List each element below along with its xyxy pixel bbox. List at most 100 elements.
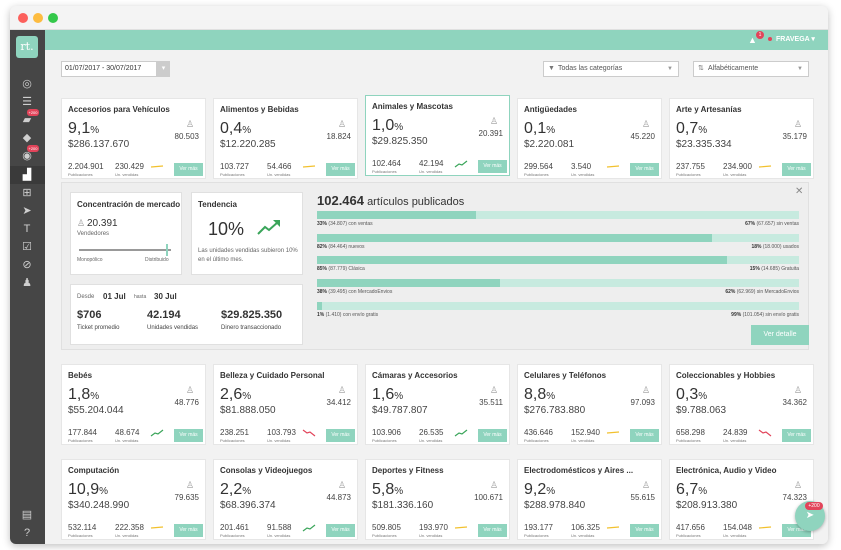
card-percentage: 1,0% <box>372 117 403 135</box>
bell-icon[interactable]: ▲ <box>748 35 757 45</box>
percent-sign: % <box>90 125 100 136</box>
ver-mas-button[interactable]: Ver más <box>478 160 507 173</box>
trend-flat-icon <box>606 431 620 434</box>
close-icon[interactable]: ✕ <box>795 186 804 197</box>
bar-chart-icon[interactable]: ▟ <box>22 169 32 181</box>
category-card[interactable]: Deportes y Fitness 5,8% $181.336.160 ♙ 100.6… <box>365 459 510 540</box>
stat-money-label: Dinero transaccionado <box>221 325 282 331</box>
card-title: Accesorios para Vehículos <box>68 105 170 114</box>
book-icon[interactable]: ▤ <box>21 509 33 521</box>
chat-icon[interactable]: ▰ <box>22 114 32 126</box>
category-card[interactable]: Electrónica, Audio y Video 6,7% $208.913.3… <box>669 459 814 540</box>
card-units-label: Un. vendidas <box>419 533 443 538</box>
sort-select[interactable]: ⇅ Alfabéticamente ▼ <box>693 61 809 77</box>
ver-mas-button[interactable]: Ver más <box>174 163 203 176</box>
share-left-pct: 82% <box>317 244 328 250</box>
period-from: 01 Jul <box>103 292 126 301</box>
category-card[interactable]: Celulares y Teléfonos 8,8% $276.783.880 ♙ 97… <box>517 364 662 445</box>
close-window-button[interactable] <box>18 13 28 23</box>
card-percentage-value: 0,4 <box>220 120 243 137</box>
percent-sign: % <box>546 486 556 497</box>
cart-icon[interactable]: ⊞ <box>22 187 32 199</box>
ver-mas-button[interactable]: Ver más <box>326 524 355 537</box>
card-percentage: 0,3% <box>676 386 707 404</box>
ver-detalle-button[interactable]: Ver detalle <box>751 325 809 345</box>
card-units-label: Un. vendidas <box>115 172 139 177</box>
category-select[interactable]: ▼ Todas las categorías ▼ <box>543 61 679 77</box>
minimize-window-button[interactable] <box>33 13 43 23</box>
stat-ticket-value: $706 <box>77 309 102 321</box>
share-bar-right-label: 62% (62.969) sin MercadoEnvios <box>725 289 799 295</box>
card-units-sold: 154.048 <box>723 523 752 532</box>
user-icon: ♙ <box>793 385 803 395</box>
ver-mas-button[interactable]: Ver más <box>630 429 659 442</box>
card-publications-label: Publicaciones <box>524 533 549 538</box>
percent-sign: % <box>90 391 100 402</box>
category-card[interactable]: Electrodomésticos y Aires ... 9,2% $288.97… <box>517 459 662 540</box>
category-card[interactable]: Bebés 1,8% $55.204.044 ♙ 48.776 177.844 48.674… <box>61 364 206 445</box>
users-icon[interactable]: ♟ <box>22 277 32 289</box>
share-right-pct: 15% <box>749 266 760 272</box>
user-menu[interactable]: FRAVEGA ▾ <box>768 35 815 43</box>
ver-mas-button[interactable]: Ver más <box>326 163 355 176</box>
block-icon[interactable]: ⊘ <box>22 259 32 271</box>
card-publications: 436.646 <box>524 428 553 437</box>
tag-icon[interactable]: ◆ <box>22 132 32 144</box>
card-percentage-value: 2,6 <box>220 386 243 403</box>
category-card[interactable]: Animales y Mascotas 1,0% $29.825.350 ♙ 20.39… <box>365 95 510 176</box>
card-percentage: 8,8% <box>524 386 555 404</box>
ver-mas-button[interactable]: Ver más <box>630 163 659 176</box>
text-icon[interactable]: T <box>23 223 31 235</box>
ver-mas-button[interactable]: Ver más <box>782 429 811 442</box>
trend-flat-icon <box>302 165 316 168</box>
card-units-sold: 3.540 <box>571 162 592 171</box>
card-money: $55.204.044 <box>68 405 124 416</box>
category-card[interactable]: Computación 10,9% $340.248.990 ♙ 79.635 532.1… <box>61 459 206 540</box>
period-hasta-label: hasta <box>134 294 147 300</box>
category-card[interactable]: Belleza y Cuidado Personal 2,6% $81.888.05… <box>213 364 358 445</box>
maximize-window-button[interactable] <box>48 13 58 23</box>
category-card[interactable]: Cámaras y Accesorios 1,6% $49.787.807 ♙ 35.5… <box>365 364 510 445</box>
category-card[interactable]: Alimentos y Bebidas 0,4% $12.220.285 ♙ 18.82… <box>213 98 358 179</box>
card-publications-label: Publicaciones <box>372 533 397 538</box>
ver-mas-button[interactable]: Ver más <box>782 163 811 176</box>
app-logo[interactable]: rt. <box>16 36 38 58</box>
category-card[interactable]: Antigüedades 0,1% $2.220.081 ♙ 45.220 299.564… <box>517 98 662 179</box>
card-sellers: 18.824 <box>326 132 351 141</box>
globe-icon[interactable]: ◎ <box>22 78 32 90</box>
articles-count: 102.464 <box>317 193 364 208</box>
ver-mas-button[interactable]: Ver más <box>630 524 659 537</box>
eye-icon[interactable]: ◉ <box>22 150 32 162</box>
ver-mas-button[interactable]: Ver más <box>174 524 203 537</box>
period-desde-label: Desde <box>77 294 95 300</box>
category-card[interactable]: Accesorios para Vehículos 9,1% $286.137.67… <box>61 98 206 179</box>
date-range-input[interactable]: 01/07/2017 - 30/07/2017 <box>61 61 157 77</box>
card-percentage: 1,8% <box>68 386 99 404</box>
card-units-sold: 230.429 <box>115 162 144 171</box>
chevron-down-icon: ▼ <box>797 66 803 72</box>
checkbox-icon[interactable]: ☑ <box>22 241 32 253</box>
card-sellers: 80.503 <box>174 132 199 141</box>
card-title: Celulares y Teléfonos <box>524 371 607 380</box>
ver-mas-button[interactable]: Ver más <box>326 429 355 442</box>
ver-mas-button[interactable]: Ver más <box>174 429 203 442</box>
category-card[interactable]: Arte y Artesanías 0,7% $23.335.334 ♙ 35.179 2… <box>669 98 814 179</box>
card-title: Cámaras y Accesorios <box>372 371 458 380</box>
card-units-sold: 42.194 <box>419 159 444 168</box>
help-icon[interactable]: ? <box>23 527 31 539</box>
category-card[interactable]: Coleccionables y Hobbies 0,3% $9.788.063 ♙ 3… <box>669 364 814 445</box>
category-card[interactable]: Consolas y Videojuegos 2,2% $68.396.374 ♙ 44… <box>213 459 358 540</box>
card-publications: 237.755 <box>676 162 705 171</box>
send-icon[interactable]: ➤ <box>22 205 32 217</box>
ver-mas-button[interactable]: Ver más <box>478 524 507 537</box>
card-percentage-value: 1,8 <box>68 386 91 403</box>
ver-mas-button[interactable]: Ver más <box>478 429 507 442</box>
percent-sign: % <box>698 486 708 497</box>
card-publications: 532.114 <box>68 523 97 532</box>
date-dropdown-button[interactable]: ▾ <box>157 61 170 77</box>
card-publications: 201.461 <box>220 523 249 532</box>
sidebar-badge-2: +200 <box>27 145 39 152</box>
card-sellers: 79.635 <box>174 493 199 502</box>
card-sellers: 35.179 <box>782 132 807 141</box>
menu-icon[interactable]: ☰ <box>22 96 32 108</box>
